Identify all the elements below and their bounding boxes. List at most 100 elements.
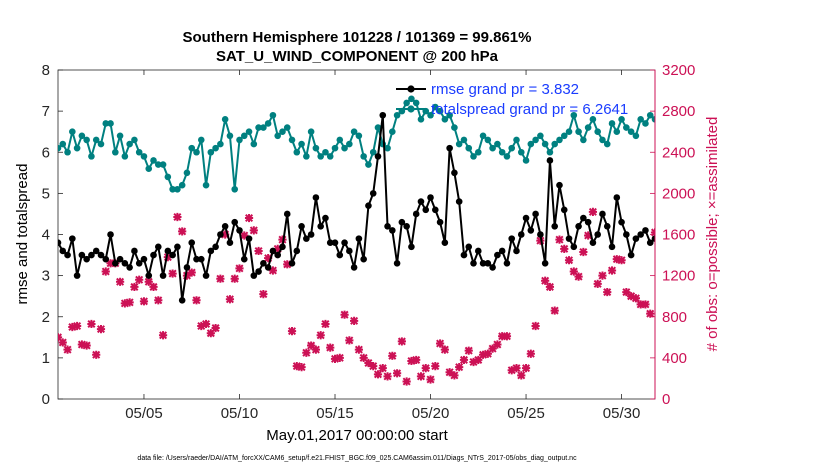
rmse-point bbox=[312, 194, 320, 201]
obs-marker-stroke bbox=[96, 324, 106, 334]
obs-marker-stroke bbox=[799, 342, 807, 350]
totalspread-point bbox=[303, 153, 310, 160]
obs-marker bbox=[273, 244, 282, 253]
obs-marker-stroke bbox=[297, 363, 306, 372]
rmse-point bbox=[360, 255, 367, 263]
rmse-point bbox=[412, 210, 420, 218]
obs-marker-stroke bbox=[407, 356, 416, 366]
obs-marker-stroke bbox=[498, 332, 507, 341]
totalspread-point bbox=[154, 161, 162, 168]
obs-marker-stroke bbox=[823, 326, 830, 334]
obs-marker bbox=[823, 326, 830, 334]
rmse-point bbox=[685, 211, 692, 218]
rmse-point bbox=[164, 247, 172, 255]
obs-marker bbox=[665, 257, 673, 265]
rmse-point bbox=[599, 210, 606, 218]
obs-marker bbox=[483, 349, 492, 358]
rmse-point bbox=[389, 227, 396, 234]
obs-marker-stroke bbox=[187, 268, 196, 277]
obs-marker-stroke bbox=[526, 349, 535, 358]
obs-marker-stroke bbox=[268, 266, 278, 275]
totalspread-point bbox=[245, 128, 253, 135]
obs-marker-stroke bbox=[550, 306, 559, 315]
rmse-point bbox=[379, 111, 387, 119]
obs-marker bbox=[455, 363, 464, 372]
data-file-footnote: data file: /Users/raeder/DAI/ATM_forcXX/… bbox=[137, 455, 577, 462]
rmse-point bbox=[733, 260, 740, 267]
rmse-point bbox=[393, 259, 401, 267]
obs-marker-stroke bbox=[87, 319, 96, 329]
totalspread-point bbox=[365, 161, 372, 168]
rmse-point bbox=[274, 251, 281, 259]
obs-marker-stroke bbox=[120, 299, 129, 308]
obs-marker-stroke bbox=[254, 246, 263, 256]
totalspread-point bbox=[513, 136, 520, 144]
rmse-point bbox=[107, 231, 114, 238]
obs-marker-stroke bbox=[421, 364, 430, 373]
obs-marker bbox=[622, 287, 631, 297]
obs-marker bbox=[818, 321, 826, 329]
rmse-point bbox=[58, 239, 62, 247]
totalspread-point bbox=[781, 141, 788, 148]
rmse-point bbox=[517, 231, 525, 238]
obs-marker bbox=[646, 309, 655, 318]
obs-marker-stroke bbox=[455, 363, 464, 372]
y2-tick-label: 2400 bbox=[662, 144, 695, 161]
obs-marker-stroke bbox=[178, 227, 187, 236]
obs-marker-stroke bbox=[646, 309, 655, 318]
obs-marker-stroke bbox=[388, 351, 397, 360]
totalspread-point bbox=[814, 128, 821, 135]
obs-marker bbox=[593, 279, 602, 288]
totalspread-point bbox=[446, 111, 453, 119]
obs-marker bbox=[397, 337, 406, 346]
totalspread-point bbox=[656, 124, 663, 131]
obs-marker-stroke bbox=[378, 364, 387, 373]
obs-marker bbox=[96, 324, 106, 334]
obs-marker bbox=[607, 266, 617, 275]
rmse-point bbox=[73, 272, 81, 279]
obs-marker-stroke bbox=[775, 345, 783, 353]
obs-marker bbox=[612, 255, 621, 264]
rmse-point bbox=[752, 260, 759, 267]
obs-marker bbox=[77, 340, 86, 349]
obs-marker bbox=[359, 353, 368, 362]
totalspread-point bbox=[603, 140, 611, 148]
obs-marker bbox=[813, 330, 821, 338]
totalspread-point bbox=[369, 148, 377, 156]
totalspread-point bbox=[374, 124, 382, 131]
y2-tick-label: 1200 bbox=[662, 268, 695, 285]
obs-marker bbox=[149, 282, 158, 292]
rmse-point bbox=[293, 247, 301, 255]
totalspread-point bbox=[762, 174, 769, 181]
rmse-point bbox=[608, 243, 616, 251]
totalspread-point bbox=[274, 132, 281, 140]
obs-marker-stroke bbox=[211, 323, 220, 333]
rmse-point bbox=[83, 255, 90, 263]
obs-marker-stroke bbox=[158, 331, 168, 340]
obs-marker-stroke bbox=[569, 267, 578, 276]
obs-marker bbox=[727, 317, 735, 325]
rmse-point bbox=[64, 251, 71, 259]
obs-marker bbox=[579, 247, 588, 257]
totalspread-point bbox=[116, 132, 124, 140]
obs-marker bbox=[388, 351, 397, 360]
totalspread-point bbox=[159, 161, 167, 168]
obs-marker-stroke bbox=[144, 277, 153, 286]
obs-marker bbox=[68, 322, 77, 332]
rmse-point bbox=[369, 190, 377, 197]
obs-marker bbox=[173, 212, 182, 222]
obs-marker bbox=[426, 375, 435, 384]
rmse-point bbox=[145, 272, 153, 279]
totalspread-point bbox=[580, 136, 587, 144]
obs-marker-stroke bbox=[106, 259, 115, 268]
obs-marker-stroke bbox=[756, 311, 764, 319]
obs-marker-stroke bbox=[335, 353, 344, 362]
obs-marker bbox=[206, 329, 215, 338]
totalspread-point bbox=[393, 111, 401, 119]
obs-marker-stroke bbox=[230, 274, 239, 283]
obs-marker bbox=[311, 345, 321, 354]
totalspread-point bbox=[632, 132, 640, 140]
totalspread-point bbox=[260, 124, 267, 131]
obs-marker bbox=[641, 300, 650, 309]
rmse-point bbox=[92, 247, 100, 255]
